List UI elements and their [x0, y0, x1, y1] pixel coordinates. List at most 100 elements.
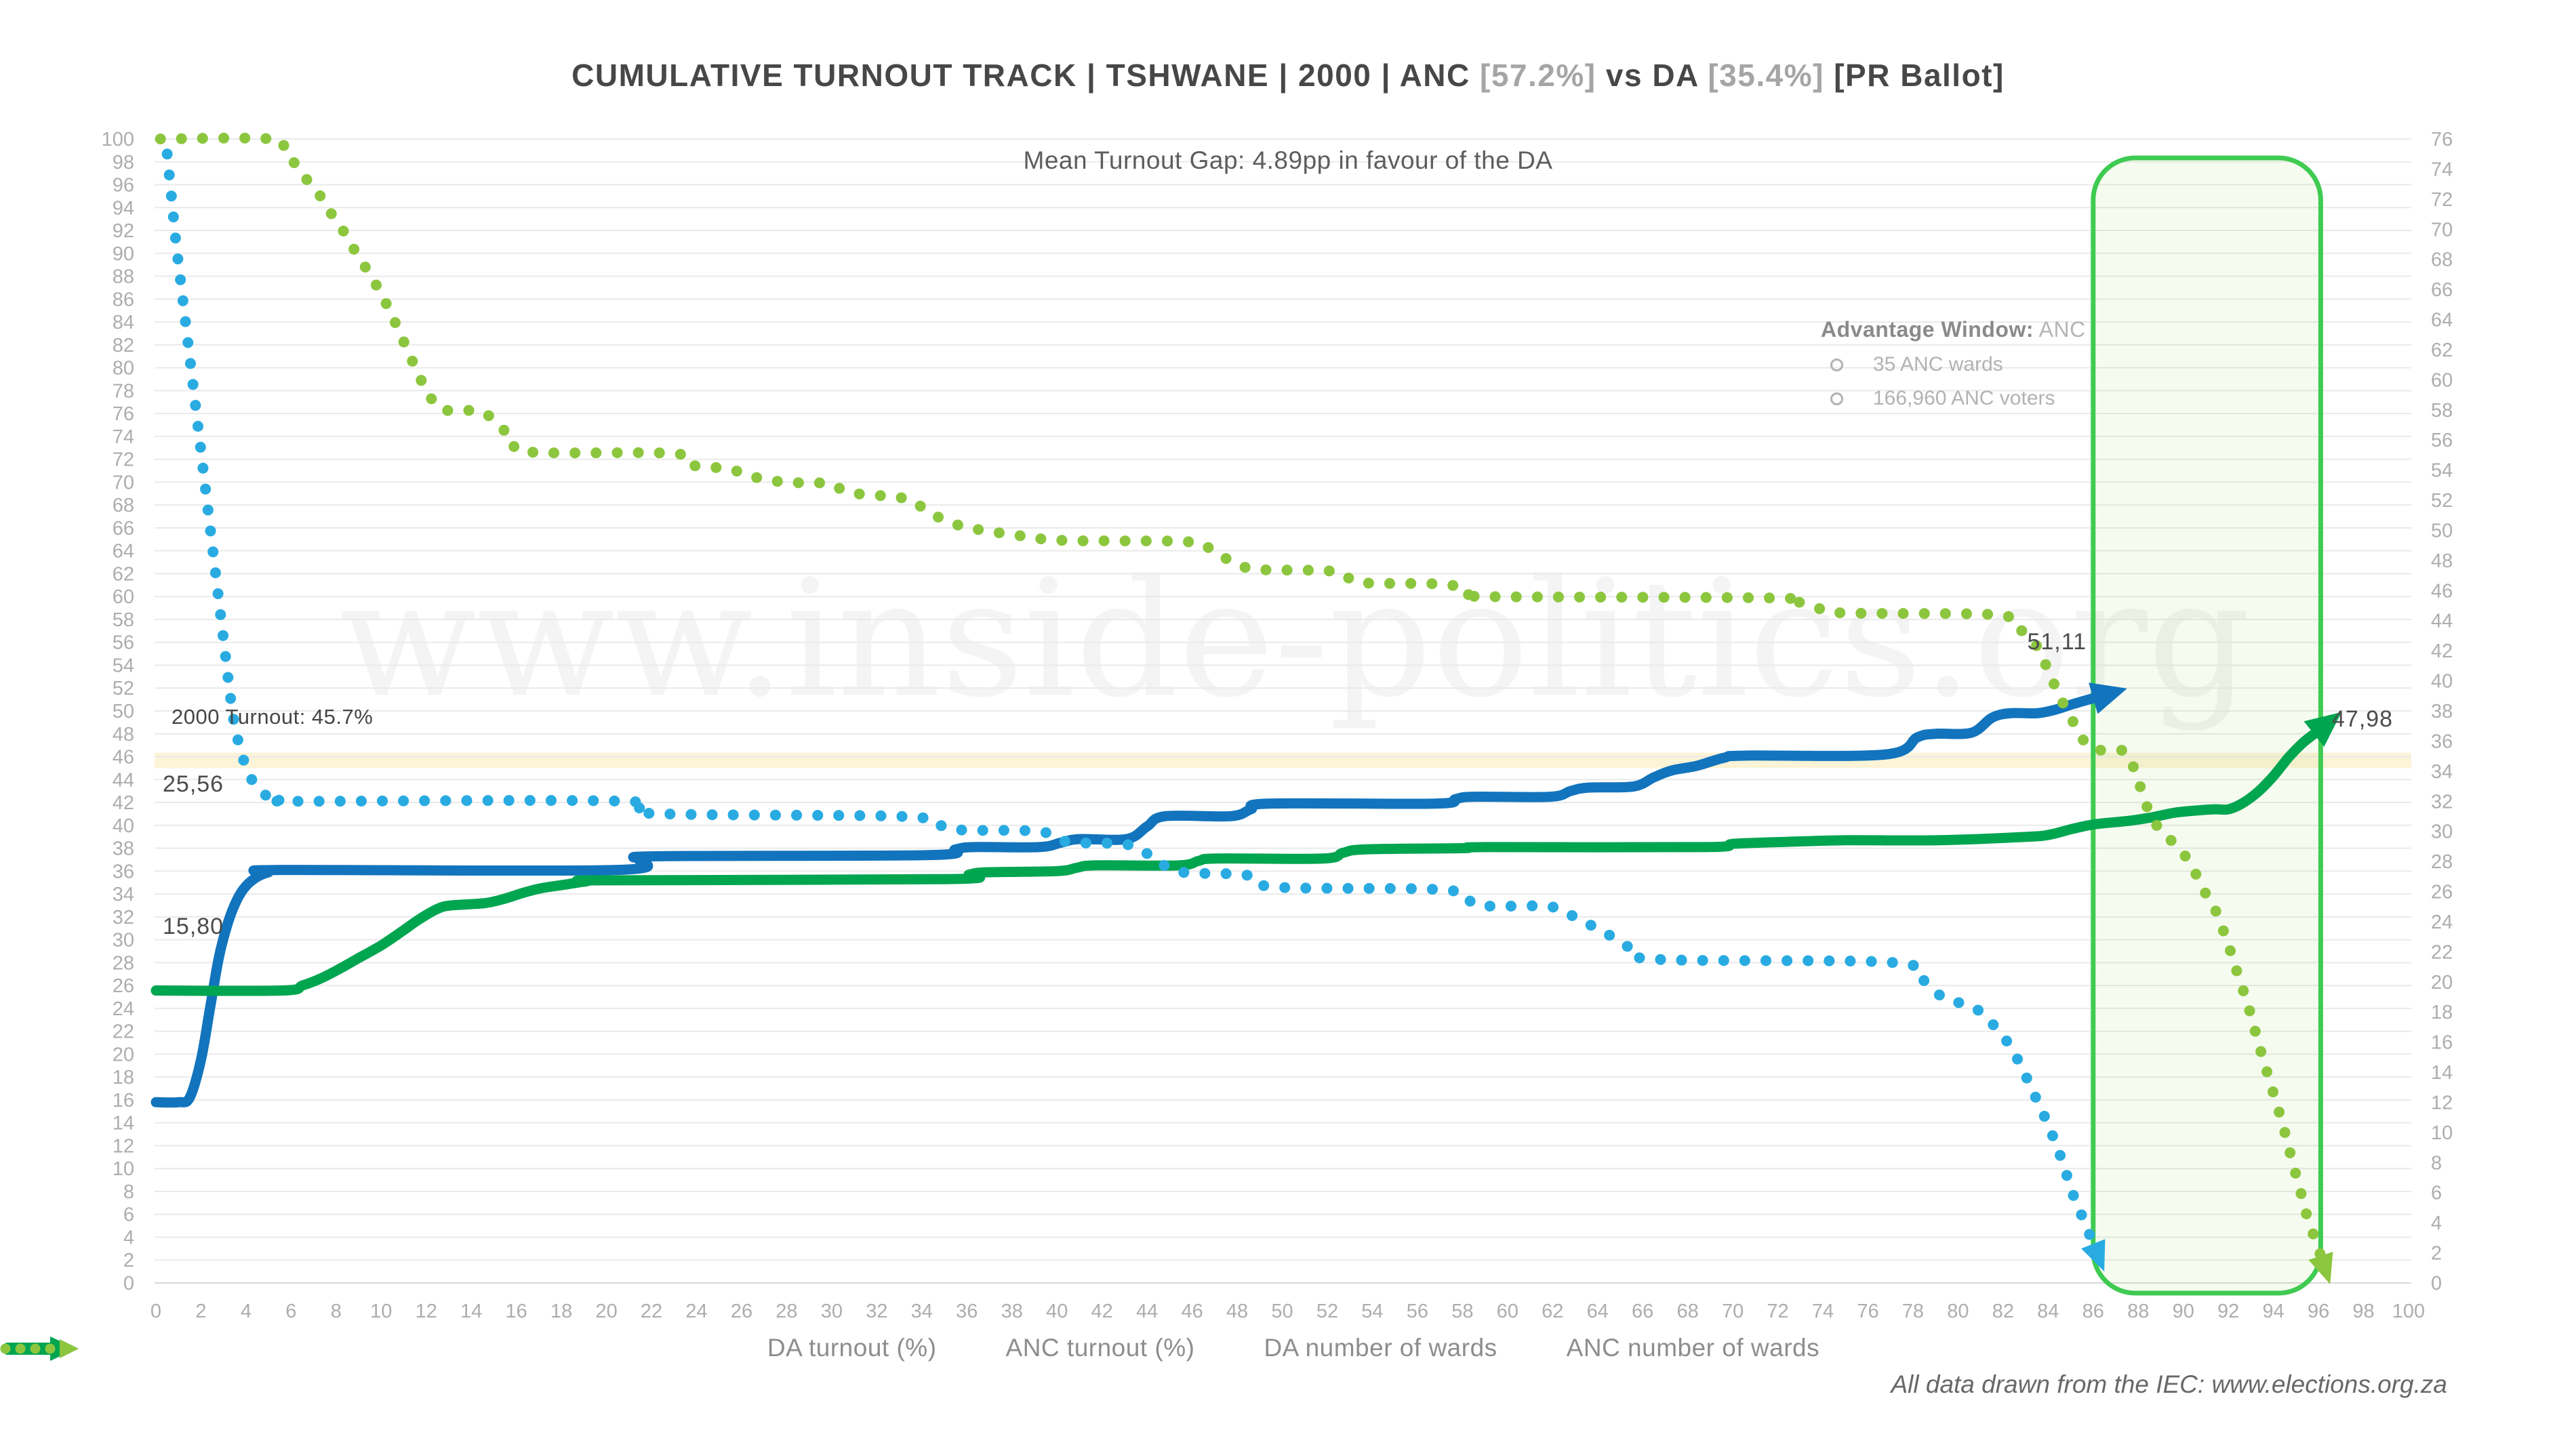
y-right-tick-label: 6 [2431, 1183, 2442, 1204]
title-main-2: vs DA [1596, 58, 1708, 93]
y-right-tick-label: 10 [2431, 1122, 2453, 1144]
y-right-tick-label: 18 [2431, 1002, 2453, 1023]
y-right-tick-label: 0 [2431, 1273, 2442, 1294]
legend-item-anc-turnout: ANC turnout (%) [2, 1334, 1195, 1362]
y-right-tick-label: 4 [2431, 1212, 2442, 1234]
legend-label: ANC turnout (%) [1005, 1334, 1195, 1362]
x-tick-label: 42 [1091, 1301, 1113, 1322]
y-left-tick-label: 18 [113, 1067, 134, 1088]
y-right-tick-label: 36 [2431, 731, 2453, 752]
x-tick-label: 24 [685, 1301, 707, 1322]
y-right-tick-label: 12 [2431, 1092, 2453, 1114]
series-end-arrow-icon [2089, 682, 2127, 714]
legend-label: DA number of wards [1264, 1334, 1497, 1362]
x-tick-label: 34 [911, 1301, 933, 1322]
y-right-tick-label: 46 [2431, 580, 2453, 602]
y-left-tick-label: 42 [113, 792, 134, 814]
y-left-tick-label: 100 [102, 129, 134, 150]
legend-item-anc-wards: ANC number of wards [0, 1334, 1819, 1362]
y-right-tick-label: 64 [2431, 310, 2453, 331]
y-left-tick-label: 64 [113, 541, 134, 563]
source-credit: All data drawn from the IEC: www.electio… [1891, 1370, 2447, 1398]
y-left-tick-label: 10 [113, 1158, 134, 1180]
y-left-tick-label: 76 [113, 403, 134, 425]
x-tick-label: 38 [1001, 1301, 1023, 1322]
x-tick-label: 72 [1767, 1301, 1788, 1322]
y-left-tick-label: 54 [113, 655, 134, 676]
y-right-tick-label: 2 [2431, 1243, 2442, 1265]
y-right-tick-label: 28 [2431, 851, 2453, 873]
y-left-tick-label: 12 [113, 1135, 134, 1157]
y-right-tick-label: 24 [2431, 912, 2453, 933]
y-left-tick-label: 16 [113, 1090, 134, 1111]
y-left-tick-label: 92 [113, 220, 134, 242]
x-tick-label: 66 [1632, 1301, 1653, 1322]
x-tick-label: 82 [1992, 1301, 2014, 1322]
y-right-tick-label: 14 [2431, 1062, 2453, 1084]
y-right-tick-label: 56 [2431, 430, 2453, 451]
x-tick-label: 54 [1361, 1301, 1383, 1322]
y-left-tick-label: 66 [113, 518, 134, 539]
y-left-tick-label: 30 [113, 930, 134, 952]
x-tick-label: 8 [331, 1301, 342, 1322]
series-end-arrow-icon [2303, 712, 2342, 747]
chart-subtitle: Mean Turnout Gap: 4.89pp in favour of th… [1023, 146, 1553, 174]
y-left-tick-label: 2 [123, 1250, 134, 1271]
x-tick-label: 40 [1046, 1301, 1068, 1322]
x-tick-label: 90 [2173, 1301, 2194, 1322]
advantage-window-title: Advantage Window: ANC [1821, 317, 2086, 342]
y-left-tick-label: 24 [113, 998, 134, 1020]
x-tick-label: 86 [2082, 1301, 2104, 1322]
chart-title: CUMULATIVE TURNOUT TRACK | TSHWANE | 200… [0, 57, 2576, 94]
x-tick-label: 18 [550, 1301, 572, 1322]
y-left-tick-label: 4 [123, 1227, 134, 1248]
y-left-tick-label: 68 [113, 495, 134, 516]
y-left-tick-label: 26 [113, 975, 134, 997]
x-tick-label: 92 [2217, 1301, 2239, 1322]
y-right-tick-label: 50 [2431, 520, 2453, 542]
x-tick-label: 10 [370, 1301, 392, 1322]
advantage-bullet-wards: 35 ANC wards [1830, 353, 2086, 376]
x-tick-label: 98 [2352, 1301, 2374, 1322]
y-right-tick-label: 68 [2431, 249, 2453, 271]
title-da-pct: [35.4%] [1708, 58, 1824, 93]
x-tick-label: 22 [641, 1301, 662, 1322]
y-left-tick-label: 48 [113, 724, 134, 746]
y-right-tick-label: 30 [2431, 821, 2453, 843]
x-tick-label: 20 [595, 1301, 617, 1322]
x-tick-label: 76 [1857, 1301, 1878, 1322]
advantage-window-value: ANC [2033, 317, 2086, 342]
da-end-value-label: 51,11 [2027, 629, 2087, 655]
circle-bullet-icon [1830, 358, 1843, 371]
y-right-tick-label: 26 [2431, 882, 2453, 903]
anc-start-value-label: 25,56 [163, 771, 224, 797]
series-anc-number-of-wards [155, 132, 2327, 1262]
legend-label: DA turnout (%) [767, 1334, 937, 1362]
x-tick-label: 32 [866, 1301, 887, 1322]
x-tick-label: 16 [506, 1301, 527, 1322]
x-tick-label: 48 [1226, 1301, 1248, 1322]
x-tick-label: 64 [1587, 1301, 1609, 1322]
x-tick-label: 78 [1902, 1301, 1924, 1322]
y-right-tick-label: 60 [2431, 369, 2453, 391]
y-left-tick-label: 62 [113, 563, 134, 585]
y-right-tick-label: 70 [2431, 219, 2453, 241]
y-left-tick-label: 28 [113, 952, 134, 974]
series-da-number-of-wards [161, 148, 2099, 1250]
y-right-tick-label: 44 [2431, 611, 2453, 632]
x-tick-label: 58 [1451, 1301, 1473, 1322]
advantage-bullet-voters-text: 166,960 ANC voters [1873, 387, 2055, 409]
y-left-tick-label: 88 [113, 266, 134, 288]
y-left-tick-label: 60 [113, 586, 134, 608]
y-right-tick-label: 22 [2431, 941, 2453, 963]
x-tick-label: 0 [150, 1301, 161, 1322]
y-left-tick-label: 32 [113, 907, 134, 928]
y-left-tick-label: 14 [113, 1113, 134, 1135]
x-tick-label: 50 [1271, 1301, 1293, 1322]
turnout-band-label: 2000 Turnout: 45.7% [172, 705, 374, 729]
x-tick-label: 88 [2127, 1301, 2149, 1322]
y-left-tick-label: 56 [113, 632, 134, 654]
advantage-window-label: Advantage Window: [1821, 317, 2034, 342]
y-left-tick-label: 38 [113, 838, 134, 860]
